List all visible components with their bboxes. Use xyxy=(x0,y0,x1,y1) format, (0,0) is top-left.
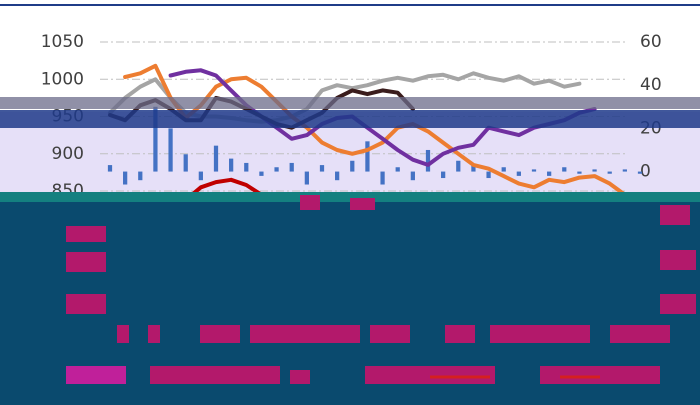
bar xyxy=(153,106,158,172)
line-series xyxy=(123,63,642,208)
glitch-block xyxy=(300,195,320,210)
glitch-block xyxy=(117,325,129,343)
bar xyxy=(259,171,264,176)
bar xyxy=(274,167,279,172)
bar xyxy=(350,160,355,172)
bar xyxy=(365,141,370,172)
glitch-block xyxy=(370,325,410,343)
line-series xyxy=(183,177,264,202)
bar xyxy=(471,165,476,172)
bar xyxy=(380,171,385,185)
bar xyxy=(335,171,340,181)
y2-tick-label: 0 xyxy=(640,162,651,182)
glitch-block xyxy=(66,226,106,242)
bar xyxy=(516,171,521,176)
bar xyxy=(607,171,612,174)
bar xyxy=(577,171,582,174)
y2-tick-label: 40 xyxy=(640,75,662,95)
glitch-block xyxy=(200,325,240,343)
bar xyxy=(486,171,491,179)
bar xyxy=(168,128,173,172)
glitch-block xyxy=(660,294,696,314)
bar xyxy=(229,158,234,172)
glitch-block xyxy=(610,325,670,343)
glitch-block xyxy=(540,366,660,384)
glitch-block xyxy=(490,325,590,343)
y-tick-label: 1000 xyxy=(41,69,84,89)
bar xyxy=(441,171,446,179)
glitch-block xyxy=(445,325,475,343)
bar xyxy=(244,162,249,172)
bar xyxy=(395,167,400,172)
bar xyxy=(213,145,219,172)
bar xyxy=(304,171,309,185)
bar xyxy=(289,162,294,172)
bar xyxy=(547,171,552,176)
y-tick-label: 1050 xyxy=(41,32,84,52)
bar xyxy=(138,171,143,181)
bar xyxy=(425,149,431,172)
glitch-band xyxy=(0,192,700,202)
glitch-block xyxy=(660,250,696,270)
glitch-block xyxy=(660,205,690,225)
bar xyxy=(410,171,415,181)
y2-tick-label: 60 xyxy=(640,32,662,52)
bar xyxy=(637,171,643,174)
glitch-block xyxy=(148,325,160,343)
glitch-overlay xyxy=(0,97,700,405)
glitch-block xyxy=(66,294,106,314)
bar xyxy=(183,154,188,172)
glitch-band xyxy=(0,110,700,128)
y-tick-label: 900 xyxy=(52,144,84,164)
glitch-block xyxy=(350,198,375,210)
bar xyxy=(456,160,461,172)
bar xyxy=(622,169,627,172)
bar xyxy=(198,171,203,181)
bar xyxy=(562,167,567,172)
bar xyxy=(531,169,537,172)
glitch-block xyxy=(250,325,360,343)
bar xyxy=(501,167,506,172)
glitch-block xyxy=(290,370,310,384)
glitch-block xyxy=(66,366,126,384)
bar xyxy=(107,165,113,172)
glitch-block xyxy=(150,366,280,384)
bar xyxy=(319,165,325,172)
bar xyxy=(592,169,597,172)
bar xyxy=(123,171,128,185)
glitch-band xyxy=(0,97,700,109)
glitch-block xyxy=(66,252,106,272)
glitch-block xyxy=(365,366,495,384)
